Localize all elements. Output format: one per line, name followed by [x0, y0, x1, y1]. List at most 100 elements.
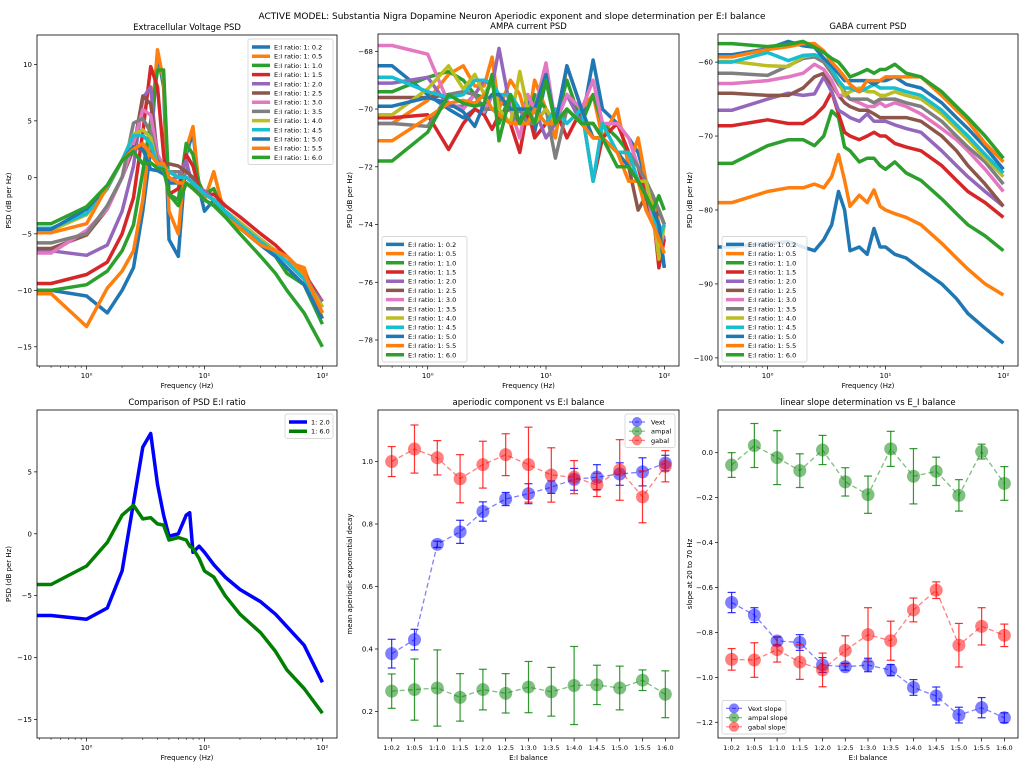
x-tick-label: 1:5.0 [611, 744, 628, 752]
data-point [838, 643, 852, 657]
x-tick-label: 1:0.2 [723, 744, 740, 752]
data-point [747, 438, 761, 452]
y-tick-label: −70 [698, 133, 713, 141]
data-point [975, 701, 989, 715]
legend-box [721, 236, 808, 363]
data-point [430, 537, 444, 551]
y-tick-label: 5 [28, 468, 32, 476]
legend-label: E:I ratio: 1: 4.5 [408, 324, 456, 332]
legend-marker [729, 721, 739, 732]
legend-label: 1: 6.0 [311, 428, 330, 436]
x-axis-label: Frequency (Hz) [842, 382, 895, 390]
x-axis-label: Frequency (Hz) [161, 754, 214, 762]
x-tick-label: 1:4.0 [905, 744, 922, 752]
legend-label: E:I ratio: 1: 5.5 [408, 342, 456, 350]
series-line [718, 41, 1005, 164]
data-point [725, 596, 739, 610]
legend-label: Vext slope [748, 705, 782, 713]
data-point [590, 678, 604, 692]
data-point [793, 636, 807, 650]
legend-label: E:I ratio: 1: 4.0 [408, 315, 456, 323]
series-line [37, 149, 324, 348]
y-tick-label: −15 [17, 343, 32, 351]
x-tick-label: 10¹ [540, 372, 552, 380]
legend-label: E:I ratio: 1: 3.5 [748, 305, 796, 313]
legend-label: E:I ratio: 1: 6.0 [408, 351, 456, 359]
x-axis-label: Frequency (Hz) [502, 382, 555, 390]
series-line [718, 89, 1005, 219]
legend-label: E:I ratio: 1: 4.5 [274, 126, 322, 134]
x-tick-label: 1:4.5 [928, 744, 945, 752]
legend-marker [632, 417, 642, 427]
data-point [929, 689, 943, 703]
legend-label: E:I ratio: 1: 3.5 [408, 305, 456, 313]
legend: E:I ratio: 1: 0.2E:I ratio: 1: 0.5 E:I ra… [247, 38, 334, 165]
legend-label: E:I ratio: 1: 2.0 [274, 80, 322, 88]
y-axis-label: slope at 20 to 70 Hz [686, 538, 694, 609]
axes-frame [377, 33, 680, 367]
data-point [453, 690, 467, 704]
legend-label: ampal slope [748, 714, 788, 722]
series-line [37, 503, 324, 715]
legend-label: E:I ratio: 1: 4.0 [274, 117, 322, 125]
x-tick-label: 10² [317, 372, 329, 380]
y-tick-label: −68 [358, 48, 373, 56]
x-tick-label: 10¹ [199, 372, 211, 380]
x-tick-label: 1:1.0 [769, 744, 786, 752]
legend-label: E:I ratio: 1: 2.5 [274, 90, 322, 98]
legend-label: E:I ratio: 1: 0.2 [274, 44, 322, 52]
data-point [906, 469, 920, 483]
x-tick-label: 1:0.2 [383, 744, 400, 752]
chart-title: Comparison of PSD E:I ratio [128, 398, 245, 408]
x-axis-label: E:I balance [509, 754, 548, 762]
data-point [906, 603, 920, 617]
x-axis-label: E:I balance [849, 754, 888, 762]
x-tick-label: 1:2.0 [814, 744, 831, 752]
x-tick-label: 1:4.5 [589, 744, 606, 752]
x-tick-label: 1:3.5 [543, 744, 560, 752]
legend-label: E:I ratio: 1: 3.0 [748, 296, 796, 304]
plot-area [725, 422, 1011, 725]
data-point [725, 458, 739, 472]
series-line [37, 431, 324, 684]
data-point [997, 476, 1011, 490]
legend-label: E:I ratio: 1: 0.5 [274, 53, 322, 61]
y-axis-label: PSD (dB per Hz) [5, 546, 13, 602]
data-point [636, 673, 650, 687]
data-point [567, 470, 581, 484]
y-tick-label: −10 [17, 287, 32, 295]
x-tick-label: 1:2.5 [837, 744, 854, 752]
plot-area [385, 424, 672, 727]
x-tick-label: 1:1.0 [429, 744, 446, 752]
data-point [636, 490, 650, 504]
data-point [884, 634, 898, 648]
data-point [816, 663, 830, 677]
y-tick-label: −5 [22, 230, 32, 238]
x-tick-label: 1:5.5 [634, 744, 651, 752]
y-tick-label: −15 [17, 716, 32, 724]
y-tick-label: −72 [358, 163, 373, 171]
legend-box [247, 38, 334, 165]
data-point [929, 583, 943, 597]
data-point [747, 608, 761, 622]
series-line [718, 109, 1005, 253]
data-point [793, 464, 807, 478]
x-tick-label: 1:5.5 [973, 744, 990, 752]
y-tick-label: −74 [358, 221, 373, 229]
y-tick-label: −70 [358, 106, 373, 114]
data-point [747, 653, 761, 667]
x-tick-label: 10¹ [880, 372, 892, 380]
legend-marker [729, 703, 739, 714]
x-tick-label: 1:3.0 [860, 744, 877, 752]
data-point [929, 464, 943, 478]
legend-marker [632, 435, 642, 446]
data-point [658, 459, 672, 473]
data-point [861, 628, 875, 642]
x-axis-label: Frequency (Hz) [161, 382, 214, 390]
legend-label: gabal [651, 437, 669, 445]
data-point [385, 455, 399, 469]
data-point [793, 655, 807, 669]
data-point [884, 663, 898, 677]
legend: E:I ratio: 1: 0.2E:I ratio: 1: 0.5E:I ra… [721, 236, 808, 363]
